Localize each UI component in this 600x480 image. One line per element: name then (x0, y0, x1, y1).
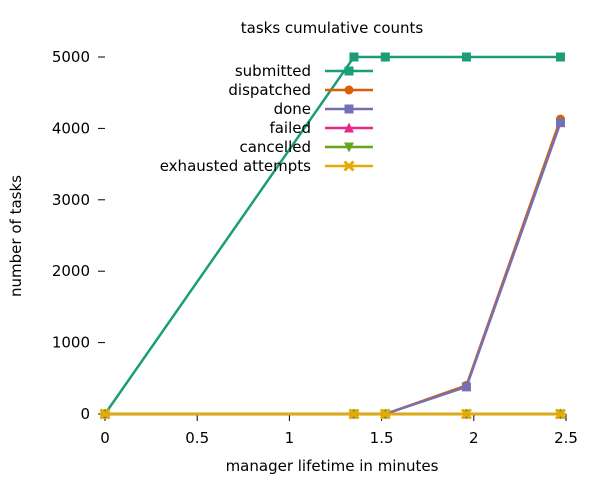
legend-label: exhausted attempts (160, 157, 311, 175)
legend-item-dispatched: dispatched (228, 81, 373, 99)
legend-item-cancelled: cancelled (239, 138, 373, 156)
data-point-exhausted-attempts (348, 408, 360, 420)
series-layer (99, 52, 567, 420)
legend-marker (343, 160, 355, 172)
data-point-submitted (461, 52, 471, 62)
legend-marker (344, 122, 354, 133)
legend-label: dispatched (228, 81, 311, 99)
legend: submitteddispatcheddonefailedcancelledex… (160, 62, 373, 175)
y-axis-label: number of tasks (7, 175, 25, 297)
x-tick-label: 0 (100, 429, 110, 447)
legend-marker (344, 66, 354, 76)
x-tick-label: 1 (285, 429, 295, 447)
data-point-done (461, 382, 471, 392)
legend-label: cancelled (239, 138, 311, 156)
data-point-submitted (349, 52, 359, 62)
legend-marker (344, 104, 354, 114)
legend-marker (344, 142, 354, 153)
x-tick-label: 1.5 (370, 429, 394, 447)
data-point-exhausted-attempts (554, 408, 567, 420)
series-submitted (100, 52, 565, 419)
data-point-exhausted-attempts (460, 408, 472, 420)
data-point-exhausted-attempts (99, 408, 111, 420)
legend-item-done: done (274, 100, 373, 118)
y-tick-label: 2000 (52, 262, 90, 280)
axes: 0 1000 2000 3000 4000 5000 0 0.5 1 1.5 2 2.5 (52, 48, 578, 447)
series-exhausted-attempts (99, 408, 567, 420)
data-point-exhausted-attempts (379, 408, 391, 420)
legend-item-failed: failed (269, 119, 373, 137)
series-line-submitted (103, 55, 561, 415)
chart-title: tasks cumulative counts (241, 19, 424, 37)
y-tick-label: 1000 (52, 334, 90, 352)
y-tick-label: 0 (80, 405, 90, 423)
x-axis-label: manager lifetime in minutes (226, 457, 439, 475)
legend-label: done (274, 100, 311, 118)
y-tick-label: 4000 (52, 119, 90, 137)
x-tick-label: 2 (469, 429, 479, 447)
data-point-done (555, 118, 565, 128)
y-tick-label: 5000 (52, 48, 90, 66)
legend-item-submitted: submitted (235, 62, 373, 80)
data-point-submitted (380, 52, 390, 62)
legend-label: submitted (235, 62, 311, 80)
legend-label: failed (269, 119, 311, 137)
data-point-submitted (555, 52, 565, 62)
legend-marker (344, 85, 354, 95)
x-tick-label: 2.5 (554, 429, 578, 447)
y-tick-label: 3000 (52, 191, 90, 209)
x-tick-label: 0.5 (185, 429, 209, 447)
legend-item-exhausted-attempts: exhausted attempts (160, 157, 373, 175)
